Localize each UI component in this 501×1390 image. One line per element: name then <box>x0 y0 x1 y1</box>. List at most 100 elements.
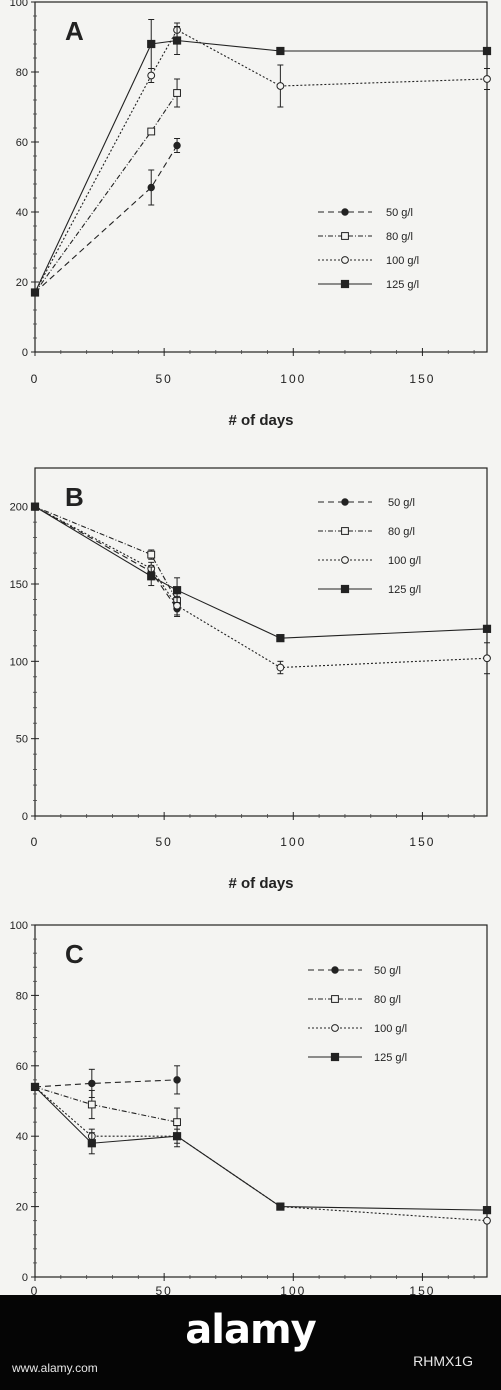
panel-a-series-50-g-l-line <box>34 145 178 293</box>
panel-b-legend-marker <box>341 498 349 506</box>
panel-b-series-100-g-l <box>31 502 491 675</box>
panel-a-series-125-g-l-point <box>172 36 182 45</box>
panel-a-y-tick-label: 100 <box>10 0 28 9</box>
panel-a-x-tick-label: 50 <box>155 372 172 386</box>
panel-b-y-tick-label: 100 <box>10 656 28 668</box>
panel-a-panel-label: A <box>65 16 84 46</box>
panel-c-series-125-g-l-line <box>34 1086 488 1211</box>
panel-a-series-80-g-l-line <box>34 92 178 293</box>
figure: 0 20 40 60 80 100 0 50 100 150 # of days A 50 g/l 80 … <box>10 0 492 1298</box>
panel-c-series-80-g-l <box>31 1083 181 1137</box>
panel-c-panel-label: C <box>65 939 84 969</box>
watermark-logo: alamy <box>185 1307 316 1353</box>
panel-b-x-tick-label: 150 <box>409 835 435 849</box>
panel-b-legend-label: 100 g/l <box>388 555 421 567</box>
panel-b-series-125-g-l-point <box>276 634 285 643</box>
panel-b-x-tick-label: 100 <box>280 835 306 849</box>
panel-c-legend-marker <box>331 966 339 974</box>
panel-b-legend-marker <box>341 527 349 535</box>
panel-a-series-125-g-l-point <box>30 288 40 297</box>
panel-b-series-80-g-l-point <box>147 550 156 559</box>
panel-a-legend-label: 50 g/l <box>386 207 413 219</box>
panel-c-x-tick-label: 100 <box>280 1284 306 1295</box>
panel-b-legend-label: 50 g/l <box>388 497 415 509</box>
panel-b-y-tick-label: 200 <box>10 502 28 514</box>
panel-c-x-tick-label: 150 <box>409 1284 435 1295</box>
panel-c-series-50-g-l <box>31 1065 181 1098</box>
panel-b-plot-frame <box>34 467 488 817</box>
panel-a-legend-marker <box>341 232 349 240</box>
panel-c-series-50-g-l-point <box>88 1079 96 1088</box>
panel-b-series-125-g-l-point <box>147 572 156 581</box>
panel-a-series-125-g-l <box>30 19 492 297</box>
panel-b-legend-label: 125 g/l <box>388 584 421 596</box>
panel-b-y-tick-label: 50 <box>16 734 28 746</box>
watermark-bar: alamy www.alamy.com RHMX1G <box>0 1295 501 1390</box>
panel-c-legend-marker <box>331 995 339 1003</box>
panel-a-legend-label: 100 g/l <box>386 255 419 267</box>
panel-a-series-100-g-l <box>31 22 491 297</box>
panel-a-series-125-g-l-point <box>276 46 285 56</box>
panel-c-series-125-g-l <box>30 1082 492 1215</box>
panel-c-series-125-g-l-point <box>87 1139 96 1148</box>
panel-c-legend-label: 100 g/l <box>374 1023 407 1035</box>
panel-c-y-tick-label: 40 <box>16 1131 28 1143</box>
panel-c-series-100-g-l <box>31 1083 491 1225</box>
panel-c-series-100-g-l-point <box>483 1216 491 1225</box>
panel-c-legend: 50 g/l 80 g/l 100 g/l 125 g/l <box>308 965 407 1064</box>
panel-c-legend-label: 50 g/l <box>374 965 401 977</box>
panel-b-series-125-g-l-point <box>482 624 492 633</box>
panel-c-legend-label: 80 g/l <box>374 994 401 1006</box>
panel-a-y-tick-label: 20 <box>16 277 28 289</box>
panel-c-series-50-g-l-point <box>173 1076 181 1084</box>
panel-c-series-80-g-l-point <box>87 1100 96 1109</box>
panel-a-x-axis-label: # of days <box>228 412 293 429</box>
panel-a-series-50-g-l-point <box>173 141 181 150</box>
panel-c-series-50-g-l-line <box>34 1079 178 1088</box>
panel-b-legend: 50 g/l 80 g/l 100 g/l 125 g/l <box>318 497 421 596</box>
panel-b-series-100-g-l-point <box>483 654 491 663</box>
panel-c-legend-marker <box>331 1024 339 1032</box>
panel-a-plot-frame <box>34 1 488 353</box>
panel-c-y-tick-label: 100 <box>10 920 28 932</box>
panel-a: 0 20 40 60 80 100 0 50 100 150 # of days A 50 g/l 80 … <box>10 0 492 429</box>
panel-b-series-100-g-l-point <box>276 663 285 672</box>
panel-b-series-80-g-l-line <box>34 506 178 602</box>
panel-a-legend: 50 g/l 80 g/l 100 g/l 125 g/l <box>318 207 419 291</box>
panel-c-x-tick-label: 50 <box>155 1284 172 1295</box>
panel-a-series-100-g-l-point <box>147 71 156 80</box>
watermark-url: www.alamy.com <box>12 1361 98 1375</box>
panel-c-y-tick-label: 20 <box>16 1202 28 1214</box>
panel-a-series-80-g-l-point <box>147 127 156 136</box>
panel-b-x-axis-label: # of days <box>228 875 293 892</box>
panel-a-series-80-g-l <box>31 78 181 297</box>
line-charts: 0 20 40 60 80 100 0 50 100 150 # of days A 50 g/l 80 … <box>10 0 492 1298</box>
panel-a-series-125-g-l-point <box>482 46 492 56</box>
panel-c-y-tick-label: 80 <box>16 990 28 1002</box>
panel-b-legend-label: 80 g/l <box>388 526 415 538</box>
panel-b-legend-marker <box>341 556 349 564</box>
panel-c-plot-frame <box>34 924 488 1278</box>
panel-a-series-50-g-l-point <box>147 183 155 192</box>
panel-b-legend-marker <box>340 584 350 594</box>
panel-a-legend-label: 125 g/l <box>386 279 419 291</box>
panel-b-series-50-g-l-line <box>34 506 178 610</box>
panel-a-x-tick-label: 150 <box>409 372 435 386</box>
panel-b-panel-label: B <box>65 482 84 512</box>
panel-a-series-100-g-l-point <box>483 75 491 83</box>
panel-b: 0 50 100 150 200 0 50 100 150 # of days B 50 g/l 80 … <box>10 467 492 892</box>
panel-b-series-100-g-l-point <box>173 601 181 610</box>
panel-c-series-80-g-l-point <box>173 1118 181 1127</box>
panel-c-series-125-g-l-point <box>30 1082 40 1092</box>
panel-c-legend-marker <box>330 1052 340 1062</box>
panel-b-x-tick-label: 50 <box>155 835 172 849</box>
panel-c-x-tick-label: 0 <box>31 1284 40 1295</box>
panel-c: 0 20 40 60 80 100 0 50 100 150 C 50 g/l 80 g/l 100 g/… <box>10 920 492 1298</box>
panel-c-legend-label: 125 g/l <box>374 1052 407 1064</box>
panel-c-series-125-g-l-point <box>276 1202 285 1211</box>
panel-b-series-125-g-l-point <box>172 586 182 595</box>
panel-b-series-125-g-l <box>30 502 492 643</box>
panel-c-series-125-g-l-point <box>482 1206 492 1215</box>
panel-b-y-tick-label: 150 <box>10 579 28 591</box>
panel-a-series-80-g-l-point <box>173 89 181 97</box>
